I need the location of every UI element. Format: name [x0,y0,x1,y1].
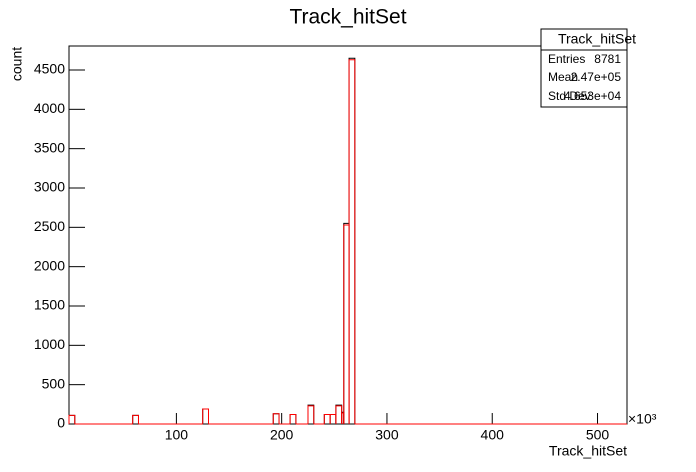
stats-border [540,28,628,108]
histogram-bin [329,414,337,424]
histogram-bin [323,414,331,424]
y-tick-label: 4000 [34,100,65,116]
y-tick-label: 1500 [34,297,65,313]
x-tick-label: 100 [165,427,189,443]
histogram-bin [348,59,356,424]
histogram-bin [272,413,280,424]
stats-value: 2.47e+05 [571,70,622,84]
stats-title: Track_hitSet [558,31,636,47]
histogram-bin [202,408,209,424]
histogram-bin [202,408,209,424]
stats-key: Entries [548,52,585,66]
chart-title: Track_hitSet [289,6,406,29]
histogram-bin [68,414,76,424]
stats-value: 8781 [594,52,621,66]
x-multiplier: ×10³ [628,411,657,427]
stats-value: 4.653e+04 [564,89,621,103]
histogram-bin [343,222,350,424]
histogram-bin [68,414,76,424]
stats-box: Track_hitSet Entries 8781 Mean 2.47e+05 … [540,28,636,108]
histogram-bin [132,414,139,424]
y-tick-label: 4500 [34,61,65,77]
histogram-bin [289,414,297,424]
y-tick-label: 3500 [34,139,65,155]
histogram-bin [323,414,331,424]
histogram-bin [329,414,337,424]
histogram-bin [335,404,343,424]
y-tick-label: 500 [42,375,66,391]
histogram-bin [335,405,343,424]
histogram-bin [272,413,280,424]
histogram-bin [307,405,315,424]
histogram-bin [343,224,350,424]
y-tick-label: 2000 [34,257,65,273]
x-axis-label: Track_hitSet [549,443,627,459]
y-tick-label: 3000 [34,179,65,195]
x-tick-label: 400 [481,427,505,443]
x-tick-label: 300 [375,427,399,443]
y-tick-label: 1000 [34,336,65,352]
frame [68,45,628,425]
y-axis-label: count [9,47,25,81]
histogram-bin [307,404,315,424]
histogram-bin [289,414,297,424]
stats-key: Std Dev [548,89,591,103]
histogram-bin [348,57,356,424]
y-tick-label: 0 [57,415,65,431]
stats-key: Mean [548,70,578,84]
x-tick-label: 500 [586,427,610,443]
x-tick-label: 200 [270,427,294,443]
y-tick-label: 2500 [34,218,65,234]
histogram-bin [132,414,139,424]
